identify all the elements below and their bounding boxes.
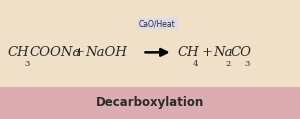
Text: COONa: COONa xyxy=(29,46,80,59)
Text: Na: Na xyxy=(213,46,233,59)
Text: 3: 3 xyxy=(244,60,250,68)
Text: CaO/Heat: CaO/Heat xyxy=(139,19,176,28)
Text: 4: 4 xyxy=(193,60,198,68)
Bar xyxy=(0,87,300,119)
Text: 2: 2 xyxy=(226,60,231,68)
Text: NaOH: NaOH xyxy=(85,46,128,59)
Text: 3: 3 xyxy=(25,60,30,68)
Text: +: + xyxy=(74,46,85,59)
Text: CO: CO xyxy=(230,46,251,59)
Text: +: + xyxy=(202,46,213,59)
Text: CH: CH xyxy=(8,46,29,59)
Text: Decarboxylation: Decarboxylation xyxy=(96,96,204,109)
Text: CH: CH xyxy=(177,46,199,59)
